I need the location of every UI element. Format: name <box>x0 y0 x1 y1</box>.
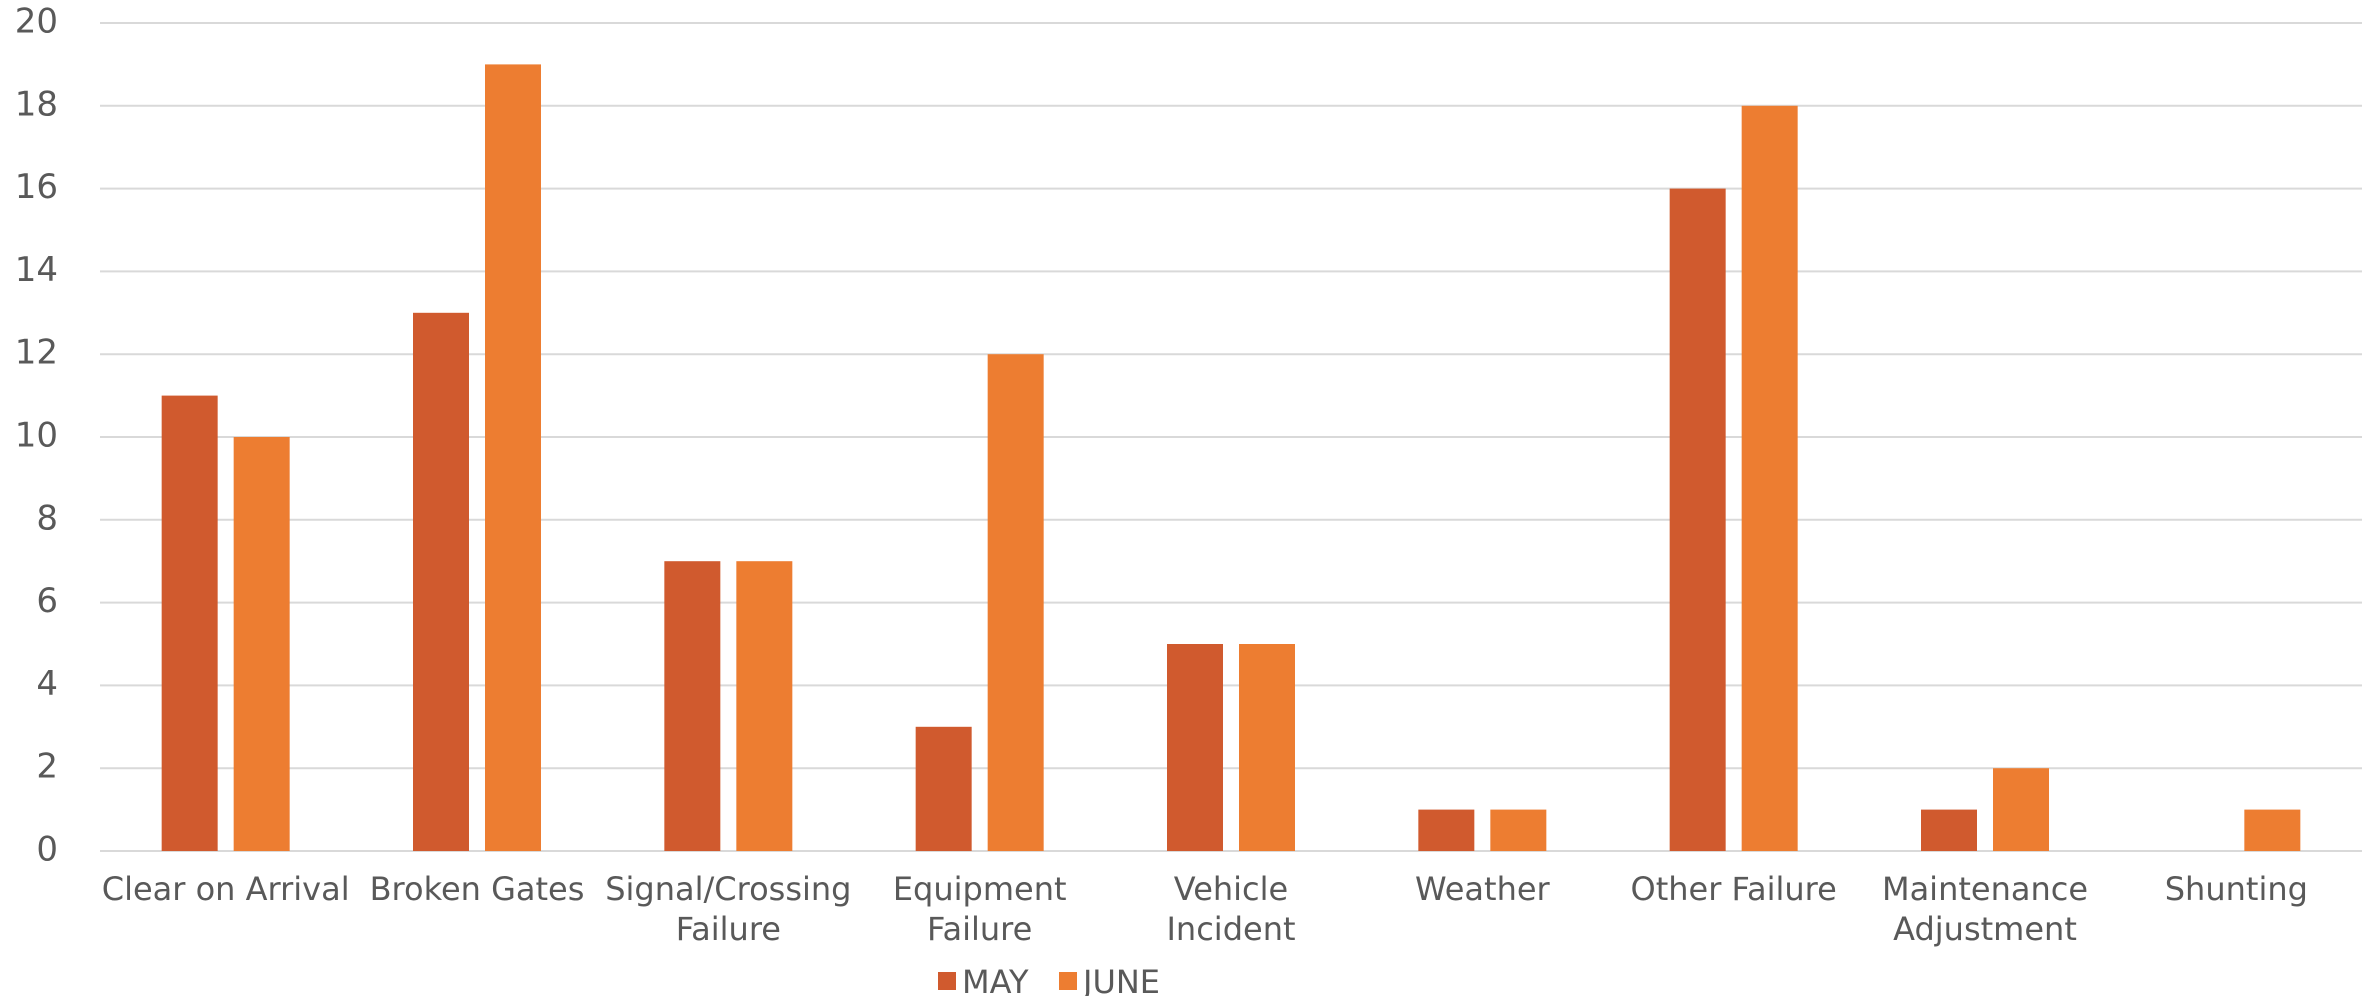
bar-may <box>413 312 469 851</box>
bar-may <box>915 726 972 851</box>
y-tick-label: 10 <box>15 416 58 456</box>
bar-june <box>987 354 1044 851</box>
legend-label-june: JUNE <box>1081 963 1160 996</box>
bar-june <box>1490 809 1547 851</box>
bar-june <box>2244 809 2301 851</box>
x-category-label: Vehicle <box>1174 870 1288 908</box>
gridlines <box>100 22 2362 852</box>
legend-swatch-june <box>1059 972 1077 990</box>
x-category-label: Failure <box>676 910 781 948</box>
x-category-label: Shunting <box>2165 870 2308 908</box>
bar-may <box>1167 644 1223 851</box>
y-tick-label: 20 <box>15 2 58 42</box>
y-tick-label: 6 <box>36 581 58 621</box>
legend-swatch-may <box>938 972 956 990</box>
bar-may <box>1418 809 1475 851</box>
y-tick-label: 12 <box>15 333 58 373</box>
y-axis-tick-labels: 0 2 4 6 8 10 12 14 16 18 20 <box>15 2 58 870</box>
legend: MAY JUNE <box>938 963 1160 1000</box>
x-category-label: Maintenance <box>1882 870 2088 908</box>
y-tick-label: 18 <box>15 84 58 124</box>
bar-may <box>1669 188 1726 852</box>
x-category-label: Weather <box>1415 870 1551 908</box>
y-tick-label: 8 <box>36 498 58 538</box>
y-tick-label: 16 <box>15 167 58 207</box>
bar-may <box>664 561 721 851</box>
x-category-label: Equipment <box>893 870 1067 908</box>
x-category-label: Broken Gates <box>370 870 585 908</box>
bar-june <box>233 437 290 851</box>
x-category-label: Incident <box>1166 910 1295 948</box>
y-tick-label: 14 <box>15 250 58 290</box>
bar-may <box>1921 809 1977 851</box>
x-category-label: Adjustment <box>1893 910 2077 948</box>
bar-june <box>736 561 793 851</box>
y-tick-label: 2 <box>36 747 58 787</box>
bar-june <box>1741 105 1798 852</box>
bar-june <box>1239 644 1295 851</box>
y-tick-label: 4 <box>36 664 58 704</box>
x-category-label: Clear on Arrival <box>102 870 350 908</box>
x-category-label: Signal/Crossing <box>605 870 851 908</box>
x-category-label: Failure <box>927 910 1032 948</box>
bar-june <box>1993 768 2049 851</box>
x-category-label: Other Failure <box>1631 870 1837 908</box>
bar-may <box>161 395 218 851</box>
bar-june <box>485 64 541 851</box>
bars <box>161 64 2301 852</box>
legend-label-may: MAY <box>962 963 1029 996</box>
y-tick-label: 0 <box>36 830 58 870</box>
x-axis-category-labels: Clear on Arrival Broken Gates Signal/Cross… <box>102 870 2308 948</box>
